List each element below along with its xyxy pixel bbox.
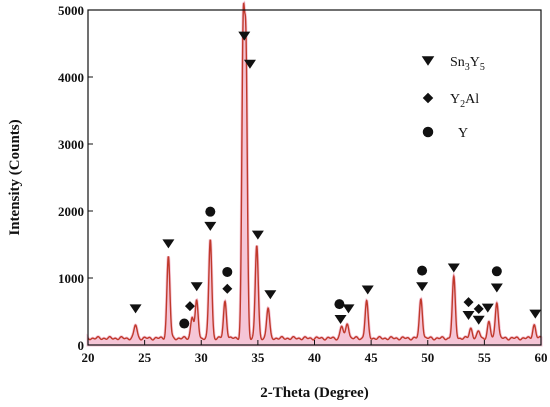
pattern-line — [87, 2, 542, 341]
legend-label: Y2Al — [450, 92, 479, 110]
circle-marker — [222, 266, 233, 277]
triangle-marker — [529, 309, 542, 319]
circle-marker — [491, 266, 502, 277]
circle-marker — [417, 265, 428, 276]
y-axis-title: Intensity (Counts) — [7, 119, 23, 235]
triangle-marker — [204, 221, 217, 231]
triangle-marker — [162, 239, 175, 249]
y-tick-label: 2000 — [58, 204, 84, 219]
pattern-line-layer — [87, 2, 542, 341]
x-tick-label: 25 — [138, 350, 152, 365]
phase-markers — [129, 31, 542, 329]
triangle-marker — [264, 290, 277, 300]
circle-marker — [179, 318, 190, 329]
circle-marker — [422, 126, 434, 138]
x-tick-label: 35 — [251, 350, 265, 365]
triangle-marker — [251, 230, 264, 240]
triangle-marker — [361, 285, 374, 295]
x-axis: 20 25 30 35 40 45 50 55 60 — [82, 340, 548, 365]
triangle-marker — [447, 263, 460, 273]
triangle-marker — [490, 283, 503, 293]
x-axis-title: 2-Theta (Degree) — [260, 385, 368, 401]
circle-marker — [334, 299, 345, 310]
triangle-marker — [190, 282, 203, 292]
triangle-marker — [129, 304, 142, 314]
legend-label: Sn3Y5 — [450, 55, 485, 73]
circle-marker — [205, 206, 216, 217]
y-tick-label: 0 — [78, 338, 85, 353]
x-tick-label: 60 — [535, 350, 548, 365]
y-tick-label: 4000 — [58, 70, 84, 85]
y-tick-label: 3000 — [58, 137, 84, 152]
diamond-marker — [422, 92, 434, 104]
y-tick-label: 5000 — [58, 3, 84, 18]
legend-item-triangle: Sn3Y5 — [421, 55, 485, 73]
y-tick-label: 1000 — [58, 271, 84, 286]
legend-label: Y — [458, 126, 468, 141]
legend: Sn3Y5 Y2Al Y — [421, 55, 485, 141]
x-tick-label: 40 — [308, 350, 321, 365]
triangle-marker — [416, 282, 429, 292]
triangle-marker — [462, 311, 475, 321]
triangle-marker — [334, 315, 347, 325]
triangle-marker — [243, 59, 256, 69]
x-tick-label: 20 — [82, 350, 95, 365]
x-tick-label: 50 — [421, 350, 434, 365]
x-tick-label: 30 — [195, 350, 208, 365]
triangle-marker — [421, 56, 435, 66]
triangle-marker — [342, 304, 355, 314]
diamond-marker — [473, 303, 484, 314]
triangle-marker — [472, 315, 485, 325]
x-tick-label: 55 — [478, 350, 492, 365]
diamond-marker — [222, 283, 233, 294]
triangle-marker — [238, 31, 251, 41]
diamond-marker — [184, 301, 195, 312]
x-tick-label: 45 — [365, 350, 379, 365]
diamond-marker — [463, 297, 474, 308]
legend-item-circle: Y — [422, 126, 468, 141]
triangle-marker — [481, 303, 494, 313]
y-axis: 0 1000 2000 3000 4000 5000 — [58, 3, 93, 353]
legend-item-diamond: Y2Al — [422, 92, 479, 110]
